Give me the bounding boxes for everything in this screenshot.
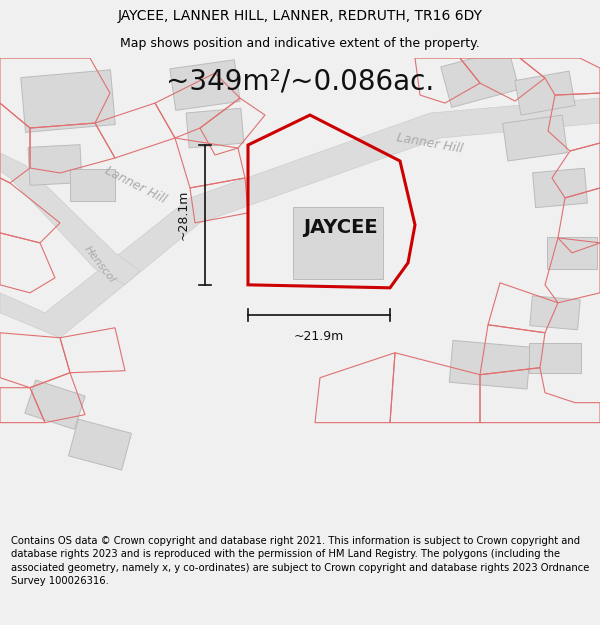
Bar (547, 237, 597, 269)
Text: Contains OS data © Crown copyright and database right 2021. This information is : Contains OS data © Crown copyright and d… (11, 536, 589, 586)
Text: Map shows position and indicative extent of the property.: Map shows position and indicative extent… (120, 37, 480, 50)
Text: Henscol: Henscol (83, 244, 118, 285)
Bar (530, 296, 580, 330)
Text: Lanner Hill: Lanner Hill (396, 131, 464, 155)
Bar (70, 169, 115, 201)
Bar (533, 168, 587, 208)
Bar (68, 419, 131, 470)
Text: ~21.9m: ~21.9m (294, 330, 344, 343)
Bar (170, 60, 240, 111)
Bar (529, 342, 581, 372)
Text: JAYCEE: JAYCEE (302, 218, 377, 238)
Bar (515, 71, 575, 115)
Bar (25, 380, 85, 429)
Text: ~349m²/~0.086ac.: ~349m²/~0.086ac. (166, 67, 434, 95)
Bar (21, 70, 115, 132)
Bar (28, 144, 82, 185)
Text: JAYCEE, LANNER HILL, LANNER, REDRUTH, TR16 6DY: JAYCEE, LANNER HILL, LANNER, REDRUTH, TR… (118, 9, 482, 23)
Bar (293, 207, 383, 279)
Bar (503, 115, 568, 161)
Text: Lanner Hill: Lanner Hill (102, 164, 168, 206)
Polygon shape (0, 153, 140, 285)
Text: ~28.1m: ~28.1m (176, 190, 190, 240)
Bar (449, 341, 530, 389)
Polygon shape (0, 98, 600, 338)
Bar (441, 49, 519, 108)
Bar (186, 108, 244, 148)
